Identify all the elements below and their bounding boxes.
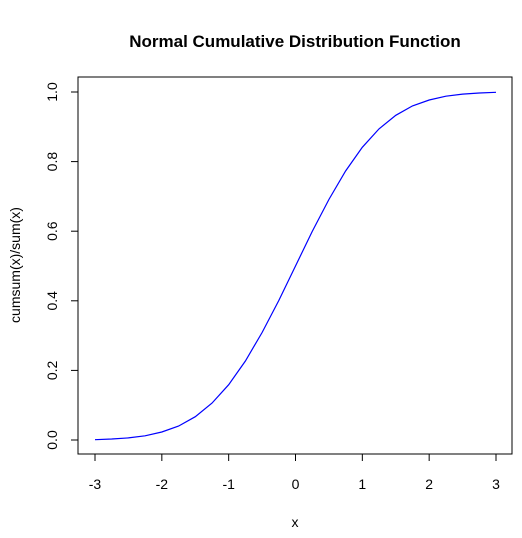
- y-tick-label: 0.2: [44, 360, 60, 380]
- y-axis: 0.0 0.2 0.4 0.6 0.8 1.0: [44, 82, 79, 450]
- y-tick-label: 0.0: [44, 430, 60, 450]
- y-tick-label: 1.0: [44, 82, 60, 102]
- x-tick-label: 1: [358, 476, 366, 492]
- y-tick-label: 0.4: [44, 291, 60, 311]
- x-tick-label: 0: [292, 476, 300, 492]
- x-tick-label: 3: [492, 476, 500, 492]
- plot-frame: [77, 76, 513, 455]
- x-tick-label: 2: [425, 476, 433, 492]
- y-axis-label: cumsum(x)/sum(x): [7, 207, 23, 323]
- y-tick-label: 0.8: [44, 152, 60, 172]
- y-tick-label: 0.6: [44, 221, 60, 241]
- x-tick-label: -2: [156, 476, 169, 492]
- x-tick-label: -3: [89, 476, 102, 492]
- x-axis-label: x: [292, 514, 299, 530]
- series-line: [94, 91, 497, 441]
- x-axis: -3 -2 -1 0 1 2 3: [89, 453, 500, 492]
- x-tick-label: -1: [222, 476, 235, 492]
- chart-title: Normal Cumulative Distribution Function: [129, 32, 461, 51]
